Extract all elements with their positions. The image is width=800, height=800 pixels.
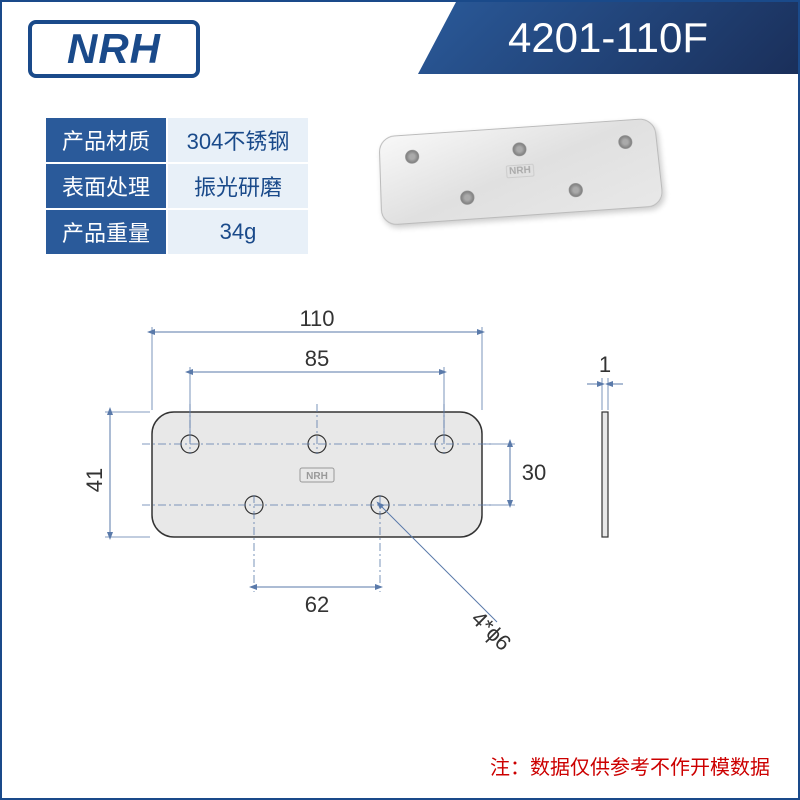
render-hole <box>568 183 583 198</box>
drawing-logo: NRH <box>306 471 328 482</box>
render-hole <box>618 135 633 150</box>
spec-value-material: 304不锈钢 <box>168 118 308 162</box>
footnote: 注：数据仅供参考不作开模数据 <box>490 751 770 780</box>
logo-text: NRH <box>67 25 161 73</box>
technical-drawing: NRH 110 85 62 41 <box>62 302 742 682</box>
render-hole <box>460 190 475 205</box>
dim-height: 41 <box>82 412 150 537</box>
spec-table: 产品材质 304不锈钢 表面处理 振光研磨 产品重量 34g <box>44 116 310 256</box>
spec-section: 产品材质 304不锈钢 表面处理 振光研磨 产品重量 34g NRH <box>44 116 798 256</box>
model-number: 4201-110F <box>508 14 708 62</box>
render-hole <box>405 149 419 164</box>
dim-gap-value: 30 <box>522 460 546 485</box>
dim-height-value: 41 <box>82 468 107 492</box>
dim-bottom-hole-span: 62 <box>254 587 380 617</box>
logo-box: NRH <box>28 20 200 78</box>
spec-label-surface: 表面处理 <box>46 164 166 208</box>
footnote-text: 数据仅供参考不作开模数据 <box>530 757 770 779</box>
dim-top-span-value: 85 <box>305 346 329 371</box>
model-banner: 4201-110F <box>418 2 798 74</box>
drawing-svg: NRH 110 85 62 41 <box>62 302 742 682</box>
table-row: 表面处理 振光研磨 <box>46 164 308 208</box>
side-view: 1 <box>587 352 623 537</box>
spec-label-weight: 产品重量 <box>46 210 166 254</box>
render-logo: NRH <box>506 164 535 179</box>
plate-3d: NRH <box>379 118 665 226</box>
header: NRH 4201-110F <box>2 2 798 92</box>
dim-hole-gap: 30 <box>484 444 546 505</box>
dim-thickness-value: 1 <box>599 352 611 377</box>
spec-value-surface: 振光研磨 <box>168 164 308 208</box>
spec-value-weight: 34g <box>168 210 308 254</box>
table-row: 产品重量 34g <box>46 210 308 254</box>
footnote-prefix: 注： <box>490 757 530 779</box>
dim-width-value: 110 <box>299 306 334 331</box>
dim-hole-spec-value: 4*ϕ6 <box>466 606 516 656</box>
dim-bottom-span-value: 62 <box>305 592 329 617</box>
table-row: 产品材质 304不锈钢 <box>46 118 308 162</box>
spec-label-material: 产品材质 <box>46 118 166 162</box>
product-render: NRH <box>370 106 670 236</box>
render-hole <box>512 142 527 157</box>
